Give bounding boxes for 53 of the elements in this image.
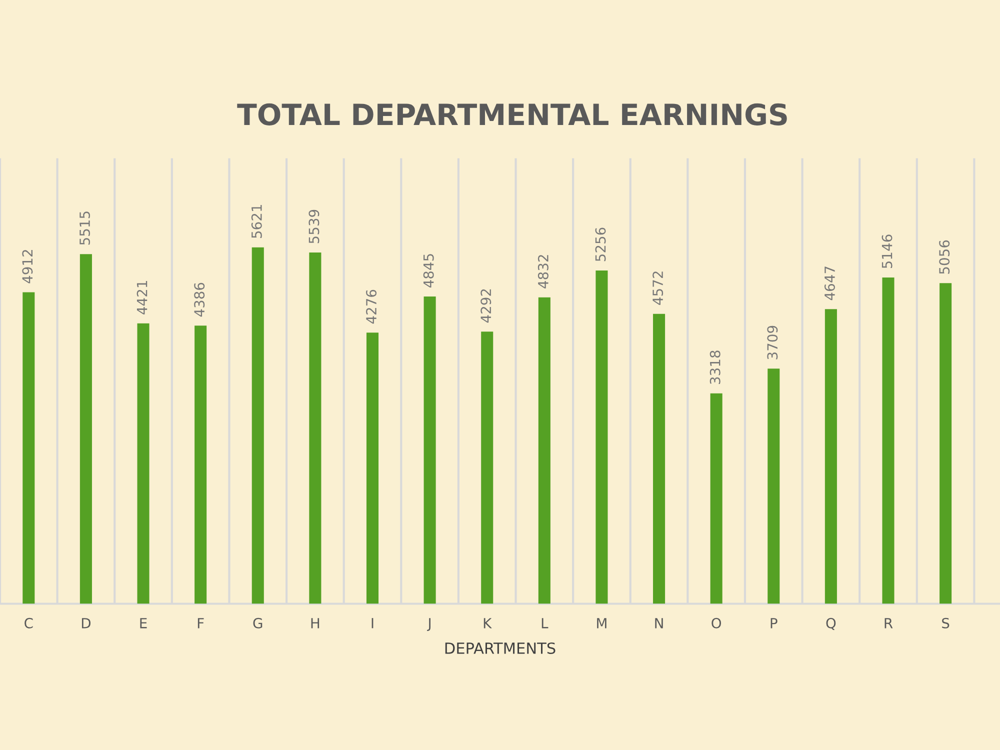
bar [80,254,92,604]
x-tick-label: K [484,618,492,628]
x-tick-label: C [24,618,33,628]
data-label: 4647 [824,266,835,300]
bar [538,297,550,604]
data-label: 5256 [595,228,606,262]
x-tick-label: H [311,618,320,628]
bar [481,332,494,604]
bar [309,252,322,604]
x-tick-label: N [655,618,663,628]
bar [194,326,207,604]
bar [424,296,436,604]
bar [824,309,837,604]
data-label: 4421 [136,281,148,314]
x-tick-label: E [140,618,147,628]
bar [22,292,35,604]
x-tick-label: G [253,618,262,628]
data-label: 4572 [652,272,664,305]
data-label: 4912 [22,250,33,284]
bar [366,332,379,604]
chart-title: TOTAL DEPARTMENTAL EARNINGS [237,103,787,126]
data-label: 4292 [480,289,492,323]
bar [710,393,722,604]
bar [653,314,666,604]
bar [252,247,264,604]
data-label: 4845 [423,254,434,288]
x-tick-label: F [198,618,204,628]
x-tick-label: P [770,618,778,628]
data-label: 5515 [80,212,90,245]
bar [768,368,780,604]
data-label: 4386 [194,282,205,317]
x-axis-title: DEPARTMENTS [445,642,556,654]
x-tick-label: L [542,618,548,628]
data-label: 3709 [767,326,778,360]
x-tick-label: D [82,618,90,628]
data-label: 5621 [251,204,262,238]
data-label: 3318 [710,350,720,384]
bar [596,270,608,604]
x-tick-label: J [427,618,430,631]
data-label: 5056 [939,240,950,274]
x-tick-label: O [712,618,722,628]
bar [940,283,952,604]
x-tick-label: Q [826,618,836,630]
x-tick-label: R [884,618,893,628]
bar [137,323,150,604]
x-tick-label: S [942,618,950,628]
x-tick-label: M [597,618,606,628]
data-label: 4832 [538,255,548,288]
data-label: 4276 [366,290,377,324]
data-label: 5146 [882,234,892,268]
data-label: 5539 [308,210,320,244]
bar [882,277,894,604]
x-tick-label: I [372,618,374,628]
